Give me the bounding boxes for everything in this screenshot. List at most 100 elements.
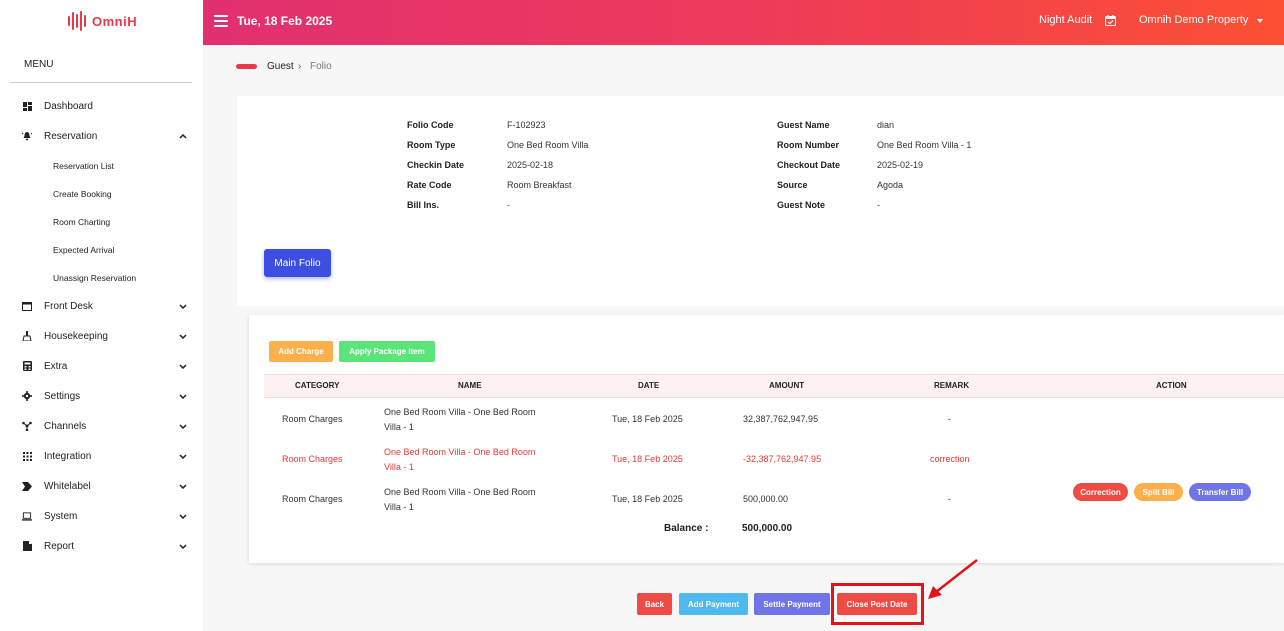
column-header-action: ACTION [1156, 381, 1187, 390]
top-bar: Tue, 18 Feb 2025 Night Audit Omnih Demo … [203, 0, 1284, 45]
sidebar-item-whitelabel[interactable]: Whitelabel [0, 476, 203, 496]
settle-payment-button[interactable]: Settle Payment [754, 593, 830, 615]
guest-name-value: dian [877, 120, 895, 130]
dashboard-icon [22, 101, 32, 111]
hamburger-menu-icon[interactable] [214, 15, 228, 27]
sidebar-item-label: Settings [44, 390, 81, 402]
add-charge-button[interactable]: Add Charge [269, 341, 333, 362]
annotation-arrow-icon [928, 559, 978, 599]
sidebar-item-front-desk[interactable]: Front Desk [0, 296, 203, 316]
guest-note-label: Guest Note [777, 200, 826, 210]
balance-value: 500,000.00 [742, 523, 793, 534]
row-amount: 32,387,762,947.95 [743, 414, 819, 424]
highlight-box [831, 583, 924, 625]
row-amount: -32,387,762,947.95 [743, 454, 822, 464]
sidebar: OmniH MENU Dashboard Reservation Reserva… [0, 0, 203, 631]
chevron-up-icon [178, 131, 188, 141]
guest-name-label: Guest Name [777, 120, 830, 130]
chevron-down-icon [178, 421, 188, 431]
room-number-label: Room Number [777, 140, 840, 150]
laptop-icon [22, 511, 32, 521]
sidebar-item-integration[interactable]: Integration [0, 446, 203, 466]
sidebar-item-label: Front Desk [44, 300, 93, 312]
rate-code-value: Room Breakfast [507, 180, 572, 190]
correction-button[interactable]: Correction [1073, 483, 1128, 501]
row-remark: correction [930, 454, 970, 464]
column-header-name: NAME [458, 381, 482, 390]
sidebar-item-label: Integration [44, 450, 92, 462]
add-payment-button[interactable]: Add Payment [679, 593, 748, 615]
network-icon [22, 421, 32, 431]
tag-icon [22, 481, 32, 491]
menu-title: MENU [24, 59, 54, 70]
checkout-date-value: 2025-02-19 [877, 160, 924, 170]
grid-icon [22, 451, 32, 461]
sidebar-item-reservation[interactable]: Reservation [0, 126, 203, 146]
omnih-logo[interactable]: OmniH [68, 9, 137, 33]
row-category: Room Charges [282, 454, 343, 464]
chevron-down-icon [178, 481, 188, 491]
sidebar-item-label: Dashboard [44, 100, 93, 112]
transfer-bill-button[interactable]: Transfer Bill [1189, 483, 1251, 501]
sidebar-subitem-create-booking[interactable]: Create Booking [53, 189, 112, 199]
bill-ins-label: Bill Ins. [407, 200, 440, 210]
row-remark: - [948, 494, 951, 504]
folio-info-card [237, 96, 1284, 306]
breadcrumb-marker [236, 64, 257, 69]
close-post-date-button[interactable]: Close Post Date [837, 593, 917, 615]
main-folio-tab[interactable]: Main Folio [264, 249, 331, 277]
sidebar-subitem-unassign-reservation[interactable]: Unassign Reservation [53, 273, 137, 283]
broom-icon [22, 331, 32, 341]
bell-icon [22, 131, 32, 141]
table-header [264, 374, 1284, 398]
night-audit-link[interactable]: Night Audit [1039, 14, 1093, 26]
row-date: Tue, 18 Feb 2025 [612, 494, 683, 504]
sidebar-subitem-reservation-list[interactable]: Reservation List [53, 161, 114, 171]
bill-ins-value: - [507, 200, 510, 210]
sidebar-item-settings[interactable]: Settings [0, 386, 203, 406]
back-button[interactable]: Back [637, 593, 672, 615]
checkout-date-label: Checkout Date [777, 160, 841, 170]
sidebar-item-label: Channels [44, 420, 87, 432]
sidebar-item-dashboard[interactable]: Dashboard [0, 96, 203, 116]
chevron-down-icon [178, 361, 188, 371]
sidebar-item-label: Extra [44, 360, 68, 372]
room-number-value: One Bed Room Villa - 1 [877, 140, 972, 150]
calculator-icon [22, 361, 32, 371]
window-icon [22, 301, 32, 311]
row-amount: 500,000.00 [743, 494, 789, 504]
row-name-line2: Villa - 1 [384, 422, 414, 432]
folio-code-label: Folio Code [407, 120, 454, 130]
calendar-icon[interactable] [1105, 15, 1116, 26]
sidebar-item-label: Whitelabel [44, 480, 91, 492]
caret-down-icon[interactable] [1257, 19, 1263, 23]
chevron-down-icon [178, 541, 188, 551]
row-date: Tue, 18 Feb 2025 [612, 454, 683, 464]
sidebar-item-system[interactable]: System [0, 506, 203, 526]
sidebar-item-extra[interactable]: Extra [0, 356, 203, 376]
file-icon [22, 541, 32, 551]
sidebar-item-channels[interactable]: Channels [0, 416, 203, 436]
checkin-date-label: Checkin Date [407, 160, 465, 170]
source-label: Source [777, 180, 808, 190]
room-type-label: Room Type [407, 140, 456, 150]
sidebar-item-report[interactable]: Report [0, 536, 203, 556]
breadcrumb-guest[interactable]: Guest [267, 61, 294, 72]
chevron-down-icon [178, 511, 188, 521]
row-name-line1: One Bed Room Villa - One Bed Room [384, 487, 536, 497]
logo-icon [68, 11, 86, 31]
sidebar-subitem-expected-arrival[interactable]: Expected Arrival [53, 245, 115, 255]
sidebar-item-housekeeping[interactable]: Housekeeping [0, 326, 203, 346]
row-name-line2: Villa - 1 [384, 462, 414, 472]
chevron-down-icon [178, 331, 188, 341]
property-selector[interactable]: Omnih Demo Property [1139, 14, 1249, 26]
row-remark: - [948, 414, 951, 424]
sidebar-subitem-room-charting[interactable]: Room Charting [53, 217, 111, 227]
row-category: Room Charges [282, 414, 343, 424]
apply-package-item-button[interactable]: Apply Package Item [339, 341, 435, 362]
gear-icon [22, 391, 32, 401]
split-bill-button[interactable]: Split Bill [1134, 483, 1183, 501]
column-header-remark: REMARK [934, 381, 970, 390]
row-date: Tue, 18 Feb 2025 [612, 414, 683, 424]
sidebar-item-label: Reservation [44, 130, 98, 142]
